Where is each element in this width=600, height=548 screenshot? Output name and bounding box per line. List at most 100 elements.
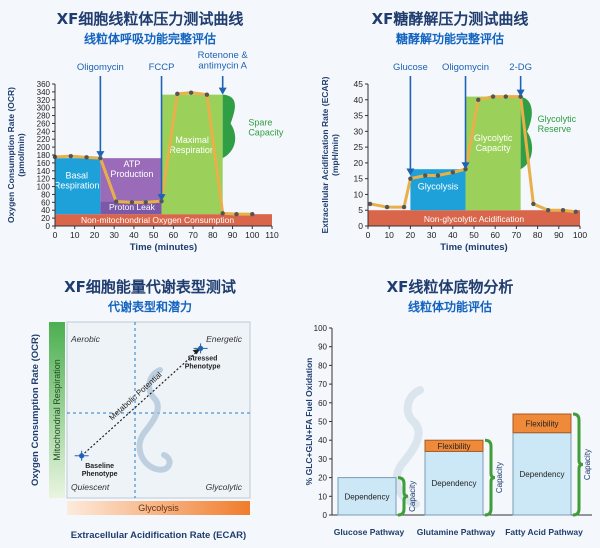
x-tick-label: 40 bbox=[448, 230, 458, 240]
chart-subtitle: 线粒体呼吸功能完整评估 bbox=[83, 32, 216, 46]
quadrant-aerobic: Aerobic bbox=[70, 334, 101, 344]
floor-label: Non-mitochondrial Oxygen Consumption bbox=[81, 215, 234, 225]
capacity-label: Capacity bbox=[408, 481, 417, 512]
x-tick-label: 10 bbox=[70, 230, 80, 240]
glycolysis-bar bbox=[67, 501, 250, 515]
x-tick-label: 30 bbox=[427, 230, 437, 240]
injection-arrow-head bbox=[96, 151, 105, 159]
ecar-series-line bbox=[369, 95, 576, 214]
dependency-label: Dependency bbox=[432, 479, 477, 488]
seahorse-illustration bbox=[392, 386, 424, 508]
ocr-point bbox=[204, 92, 210, 97]
flexibility-bar bbox=[424, 439, 484, 452]
glyco-stress-panel: XF糖酵解压力测试曲线 糖酵解功能完整评估 Non-glycolytic Aci… bbox=[300, 0, 600, 270]
y-tick-label: 0 bbox=[323, 511, 328, 520]
ecar-point bbox=[401, 204, 407, 210]
x-tick-label: 80 bbox=[208, 230, 218, 240]
flexibility-bar bbox=[512, 413, 572, 434]
basal-region bbox=[55, 158, 101, 215]
y-tick-label: 260 bbox=[37, 119, 51, 128]
capacity-bracket bbox=[397, 476, 409, 517]
maximal-label: Maximal Respiration bbox=[169, 135, 215, 155]
injection-label: FCCP bbox=[149, 62, 175, 73]
ecar-point bbox=[476, 97, 481, 102]
x-tick-label: 70 bbox=[188, 230, 198, 240]
chart-title: XF细胞能量代谢表型测试 bbox=[64, 278, 236, 296]
y-tick-label: 80 bbox=[318, 361, 327, 370]
y-tick-label: 0 bbox=[358, 221, 363, 231]
category-label: Fatty Acid Pathway bbox=[505, 527, 583, 537]
mito-respiration-bar bbox=[49, 322, 65, 498]
y-tick-label: 15 bbox=[354, 174, 364, 184]
ocr-point bbox=[143, 200, 148, 205]
dependency-label: Dependency bbox=[520, 470, 565, 479]
capacity-region bbox=[465, 96, 521, 211]
flexibility-label: Flexibility bbox=[526, 419, 559, 428]
y-tick-label: 10 bbox=[354, 189, 364, 199]
glycolysis-label: Glycolysis bbox=[418, 182, 459, 192]
ecar-point bbox=[367, 201, 373, 207]
quadrant-energetic: Energetic bbox=[206, 334, 243, 344]
x-tick-label: 50 bbox=[469, 230, 479, 240]
ocr-point bbox=[175, 91, 180, 97]
floor-label: Non-glycolytic Acidification bbox=[424, 214, 524, 224]
y-tick-label: 45 bbox=[354, 79, 364, 89]
floor-band bbox=[55, 214, 272, 226]
y-tick-label: 180 bbox=[37, 151, 51, 160]
substrate-panel: XF线粒体底物分析 线粒体功能评估 0 10 20 30 40 50 60 70 80 90 100… bbox=[300, 270, 600, 548]
capacity-label: Glycolytic Capacity bbox=[474, 133, 513, 153]
reserve-label: Glycolytic Reserve bbox=[538, 114, 577, 134]
dependency-label: Dependency bbox=[345, 492, 390, 501]
y-tick-label: 40 bbox=[41, 206, 50, 215]
x-tick-label: 70 bbox=[512, 230, 522, 240]
y-tick-label: 360 bbox=[37, 80, 51, 89]
ocr-point bbox=[250, 211, 255, 217]
x-tick-label: 50 bbox=[149, 230, 159, 240]
chart-subtitle: 糖酵解功能完整评估 bbox=[395, 32, 504, 46]
x-tick-label: 100 bbox=[573, 230, 587, 240]
y-tick-label: 220 bbox=[37, 135, 51, 144]
y-tick-label: 160 bbox=[37, 159, 51, 168]
y-tick-label: 20 bbox=[354, 158, 364, 168]
phenotype-panel: XF细胞能量代谢表型测试 代谢表型和潜力 Mitochondrial Respi… bbox=[0, 270, 300, 548]
x-axis-title: Time (minutes) bbox=[440, 242, 507, 253]
ocr-point bbox=[188, 90, 194, 95]
x-tick-label: 90 bbox=[228, 230, 238, 240]
ecar-point bbox=[531, 201, 536, 207]
y-tick-label: 30 bbox=[354, 126, 364, 136]
seahorse-illustration bbox=[136, 367, 173, 473]
y-tick-label: 0 bbox=[46, 222, 51, 231]
stressed-label: Stressed Phenotype bbox=[185, 355, 221, 370]
y-axis-title: Oxygen Consumption Rate (OCR)(pmol/min) bbox=[6, 87, 26, 223]
quadrant-glycolytic: Glycolytic bbox=[206, 482, 243, 492]
x-tick-label: 40 bbox=[129, 230, 139, 240]
y-tick-label: 25 bbox=[354, 142, 364, 152]
baseline-point bbox=[79, 453, 85, 459]
y-axis-title: Extracellular Acidification Rate (ECAR)(… bbox=[320, 76, 340, 233]
x-tick-label: 0 bbox=[366, 230, 371, 240]
y-tick-label: 90 bbox=[318, 343, 327, 352]
y-tick-label: 140 bbox=[37, 167, 51, 176]
chart-subtitle: 代谢表型和潜力 bbox=[107, 300, 192, 314]
y-tick-label: 100 bbox=[314, 324, 328, 333]
mito-stress-chart: Non-mitochondrial Oxygen Consumption Basa… bbox=[6, 50, 284, 253]
proton-region bbox=[100, 201, 162, 215]
x-tick-label: 90 bbox=[554, 230, 564, 240]
mito-stress-panel: XF细胞线粒体压力测试曲线 线粒体呼吸功能完整评估 Non-mitochondr… bbox=[0, 0, 300, 270]
ecar-point bbox=[435, 173, 441, 178]
category-label: Glucose Pathway bbox=[334, 527, 405, 537]
glyco-stress-chart: Non-glycolytic Acidification Glycolysis Gl… bbox=[320, 62, 587, 253]
x-tick-label: 20 bbox=[406, 230, 416, 240]
ecar-point bbox=[450, 170, 455, 175]
injection-arrow-head bbox=[516, 89, 525, 97]
capacity-label: Capacity bbox=[583, 449, 592, 480]
y-axis-title: Oxygen Consumption Rate (OCR) bbox=[30, 334, 41, 486]
chart-title: XF细胞线粒体压力测试曲线 bbox=[56, 10, 244, 28]
chart-subtitle: 线粒体功能评估 bbox=[407, 300, 492, 314]
capacity-bracket bbox=[484, 438, 496, 517]
y-tick-label: 280 bbox=[37, 112, 51, 121]
ecar-point bbox=[463, 167, 468, 172]
y-tick-label: 30 bbox=[318, 455, 327, 464]
category-label: Glutamine Pathway bbox=[417, 527, 496, 537]
baseline-label: Baseline Phenotype bbox=[82, 463, 118, 478]
